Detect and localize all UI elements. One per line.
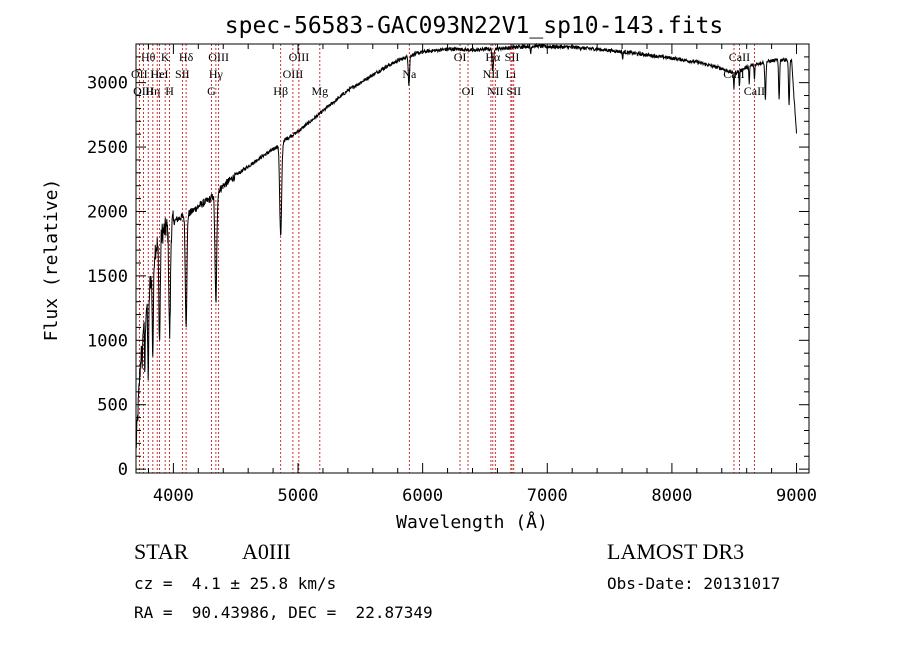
spectral-line-label: Hε — [150, 67, 164, 81]
spectral-line-label: SII — [505, 50, 520, 64]
x-axis-label: Wavelength (Å) — [396, 511, 548, 533]
y-tick-label: 0 — [118, 460, 128, 480]
y-tick-label: 2000 — [87, 202, 128, 222]
survey-name: LAMOST DR3 — [607, 539, 745, 564]
spectral-line-label: Hγ — [209, 67, 224, 81]
spectral-line-label: NII — [483, 67, 500, 81]
spectral-lines-layer: Hθ OII OIII Hε Hη K H HeI SII Hδ OIII Hγ G Hβ OIII OIII… — [131, 44, 765, 473]
y-tick-label: 2500 — [87, 138, 128, 158]
sky-coordinates: RA = 90.43986, DEC = 22.87349 — [134, 603, 433, 622]
x-tick-label: 6000 — [402, 486, 443, 506]
y-tick-label: 1000 — [87, 331, 128, 351]
spectrum-line — [135, 42, 797, 449]
spectral-line-label: Mg — [311, 84, 328, 98]
x-tick-label: 8000 — [651, 486, 692, 506]
spectral-line-label: SII — [175, 67, 190, 81]
y-tick-label: 500 — [97, 396, 128, 416]
spectral-line-label: OIII — [133, 84, 154, 98]
object-type: STAR — [134, 539, 189, 564]
spectral-line-label: K — [161, 50, 170, 64]
spectral-line-label: OIII — [283, 67, 304, 81]
x-tick-label: 9000 — [776, 486, 817, 506]
y-tick-label: 1500 — [87, 267, 128, 287]
spectral-class: A0III — [242, 539, 291, 564]
axis-ticks-layer: 4000 5000 6000 7000 8000 9000 0 500 1000 1500 2000… — [87, 44, 817, 506]
spectral-line-label: Li — [506, 67, 517, 81]
spectral-line-label: Hα — [485, 50, 501, 64]
spectral-line-label: Hη — [145, 84, 160, 98]
spectral-line-label: OIII — [208, 50, 229, 64]
chart-title: spec-56583-GAC093N22V1_sp10-143.fits — [225, 13, 724, 39]
spectral-line-label: Hβ — [273, 84, 288, 98]
x-tick-label: 4000 — [153, 486, 194, 506]
observation-date: Obs-Date: 20131017 — [607, 574, 781, 593]
spectral-line-label: OI — [462, 84, 475, 98]
spectral-line-label: G — [207, 84, 216, 98]
y-tick-label: 3000 — [87, 74, 128, 94]
spectral-line-label: OIII — [289, 50, 310, 64]
x-tick-label: 7000 — [527, 486, 568, 506]
spectral-line-label: OII — [131, 67, 148, 81]
y-axis-label: Flux (relative) — [41, 179, 62, 342]
spectral-line-label: H — [165, 84, 174, 98]
spectral-line-label: OI — [454, 50, 467, 64]
x-tick-label: 5000 — [278, 486, 319, 506]
spectral-line-label: SII — [506, 84, 521, 98]
plot-frame — [135, 43, 810, 474]
spectrum-layer — [135, 42, 797, 449]
spectral-line-label: CaII — [729, 50, 750, 64]
spectral-line-label: CaII — [744, 84, 765, 98]
spectral-line-label: Hδ — [179, 50, 194, 64]
spectral-line-label: Hθ — [141, 50, 156, 64]
spectral-line-label: NII — [487, 84, 504, 98]
spectral-line-label: HeI — [151, 67, 169, 81]
redshift-velocity: cz = 4.1 ± 25.8 km/s — [134, 574, 337, 593]
